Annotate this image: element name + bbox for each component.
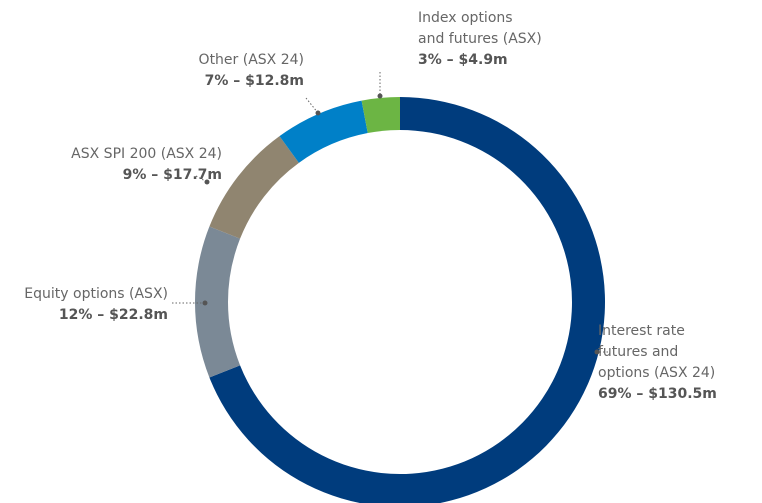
slice-label: Equity options (ASX) xyxy=(24,286,168,302)
value-label: 3% – $4.9m xyxy=(418,52,508,68)
value-label: 9% – $17.7m xyxy=(123,167,222,183)
slice-label: Other (ASX 24) xyxy=(199,52,304,68)
donut-segment xyxy=(209,136,299,239)
value-label: 12% – $22.8m xyxy=(59,307,168,323)
slice-label: Index options and futures (ASX) xyxy=(418,10,542,47)
slice-label: ASX SPI 200 (ASX 24) xyxy=(71,146,222,162)
leader-dot xyxy=(204,179,210,185)
value-label: 7% – $12.8m xyxy=(205,73,304,89)
slice-label: Interest rate futures and options (ASX 24) xyxy=(598,323,715,381)
donut-segment xyxy=(279,100,368,163)
leader-dot xyxy=(202,300,208,306)
value-label: 69% – $130.5m xyxy=(598,386,717,402)
donut-segment xyxy=(195,226,241,378)
leader-line xyxy=(305,97,319,114)
leader-dot xyxy=(594,349,600,355)
donut-segment xyxy=(361,97,400,134)
leader-dot xyxy=(377,93,383,99)
leader-dot xyxy=(315,110,321,116)
